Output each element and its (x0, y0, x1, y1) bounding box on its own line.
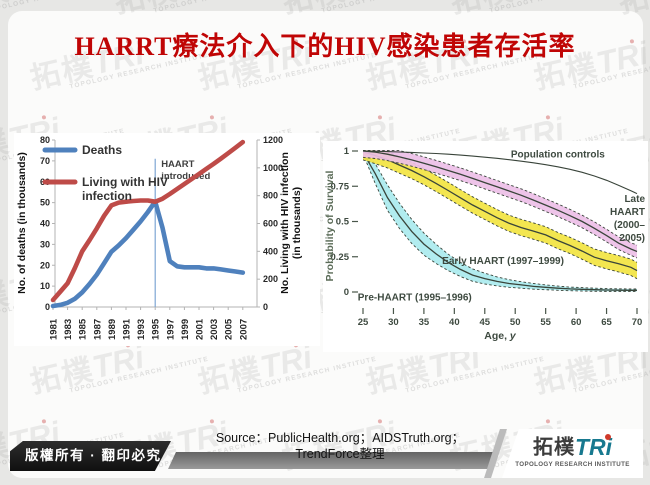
svg-text:400: 400 (263, 246, 278, 256)
svg-text:60: 60 (571, 317, 582, 328)
svg-text:1983: 1983 (63, 319, 74, 340)
source-text: Source：PublicHealth.org；AIDSTruth.org； T… (185, 430, 495, 463)
svg-text:2003: 2003 (209, 319, 220, 340)
svg-text:Living with HIV: Living with HIV (82, 175, 168, 189)
hiv-trend-chart: 0102030405060708002004006008001000120019… (16, 135, 303, 340)
logo-red-dot-icon (605, 434, 612, 440)
svg-text:70: 70 (632, 317, 643, 328)
svg-text:No. Living with HIV infection: No. Living with HIV infection (279, 152, 291, 294)
svg-text:(in thousands): (in thousands) (291, 187, 303, 259)
svg-text:65: 65 (601, 317, 612, 328)
svg-text:infection: infection (82, 189, 132, 203)
svg-text:1989: 1989 (107, 319, 118, 340)
svg-text:1987: 1987 (92, 319, 103, 340)
svg-text:1993: 1993 (136, 319, 147, 340)
svg-text:HAART: HAART (610, 207, 645, 218)
svg-text:Late: Late (624, 194, 645, 205)
svg-text:10: 10 (40, 281, 50, 291)
svg-text:0: 0 (263, 302, 268, 312)
svg-text:Early HAART (1997–1999): Early HAART (1997–1999) (442, 256, 564, 267)
source-line-2: TrendForce整理 (295, 447, 385, 462)
svg-text:800: 800 (263, 191, 278, 201)
svg-text:1200: 1200 (263, 135, 283, 145)
survival-chart: 0 0.25 0.5 0.75 1 25 30 35 40 45 50 55 60 65 70 Age, y P… (324, 146, 646, 342)
copyright-banner: 版權所有 · 翻印必究 (10, 441, 171, 471)
survival-chart-panel: 0 0.25 0.5 0.75 1 25 30 35 40 45 50 55 60 65 70 Age, y P… (323, 141, 648, 352)
svg-text:Pre-HAART (1995–1996): Pre-HAART (1995–1996) (358, 292, 472, 303)
svg-text:Deaths: Deaths (82, 143, 122, 157)
svg-text:Probability of Survival: Probability of Survival (324, 170, 336, 281)
svg-text:0.25: 0.25 (331, 252, 350, 263)
svg-text:1981: 1981 (49, 318, 60, 340)
svg-text:600: 600 (263, 219, 278, 229)
svg-text:45: 45 (479, 317, 490, 328)
svg-text:200: 200 (263, 274, 278, 284)
svg-text:80: 80 (40, 135, 50, 145)
svg-text:40: 40 (40, 219, 50, 229)
svg-text:1995: 1995 (151, 318, 162, 340)
logo-cjk-text: 拓樸 (532, 436, 575, 459)
svg-text:70: 70 (40, 156, 50, 166)
svg-text:1000: 1000 (263, 163, 283, 173)
svg-text:50: 50 (510, 317, 521, 328)
svg-text:2001: 2001 (195, 318, 206, 340)
svg-text:HAART: HAART (161, 159, 194, 170)
svg-text:No. of deaths (in thousands): No. of deaths (in thousands) (16, 152, 28, 294)
svg-text:2005): 2005) (619, 233, 645, 244)
source-line-1: Source：PublicHealth.org；AIDSTruth.org； (215, 431, 465, 445)
svg-text:2005: 2005 (224, 318, 235, 340)
svg-text:1: 1 (344, 146, 350, 157)
svg-text:Age, y: Age, y (484, 330, 517, 342)
svg-text:50: 50 (40, 198, 50, 208)
svg-text:Population controls: Population controls (511, 149, 605, 160)
hiv-trend-chart-panel: 0102030405060708002004006008001000120019… (14, 133, 320, 346)
svg-text:1997: 1997 (165, 319, 176, 340)
svg-text:0: 0 (344, 287, 349, 298)
svg-text:2007: 2007 (238, 319, 249, 340)
tri-logo: 拓樸TRi (532, 434, 613, 460)
svg-text:0.75: 0.75 (331, 181, 350, 192)
svg-text:30: 30 (40, 239, 50, 249)
logo-latin-text: TRi (574, 434, 613, 460)
svg-text:35: 35 (419, 317, 430, 328)
page-title: HARRT療法介入下的HIV感染患者存活率 (74, 32, 576, 61)
svg-text:0.5: 0.5 (336, 217, 350, 228)
svg-text:(2000–: (2000– (614, 220, 646, 231)
svg-text:55: 55 (540, 317, 551, 328)
svg-text:introduced: introduced (161, 171, 210, 182)
svg-text:0: 0 (45, 302, 50, 312)
svg-text:25: 25 (358, 317, 369, 328)
svg-text:1991: 1991 (122, 318, 133, 340)
svg-text:1985: 1985 (78, 318, 89, 340)
logo-subtitle: TOPOLOGY RESEARCH INSTITUTE (515, 461, 630, 468)
svg-text:20: 20 (40, 260, 50, 270)
svg-text:30: 30 (388, 317, 399, 328)
logo-panel: 拓樸TRi TOPOLOGY RESEARCH INSTITUTE (502, 429, 643, 478)
svg-text:1999: 1999 (180, 319, 191, 340)
svg-text:40: 40 (449, 317, 460, 328)
